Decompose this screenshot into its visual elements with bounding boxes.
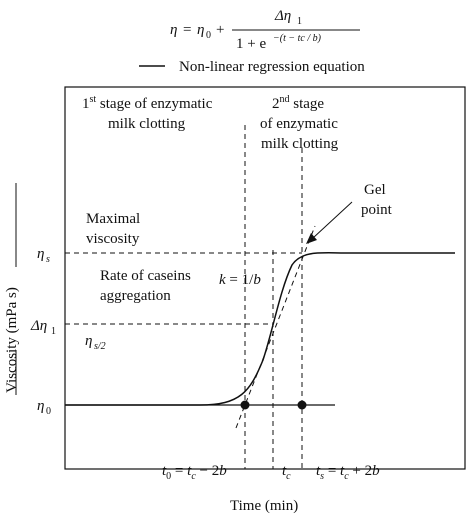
equation-denominator: 1 + e	[236, 36, 266, 52]
equation-numerator: Δη	[274, 8, 291, 24]
x-axis: t0 = tc − 2b tc ts = tc + 2b Time (min)	[162, 463, 380, 514]
stage1-subtitle: milk clotting	[108, 116, 186, 132]
svg-text:1st stage of enzymatic: 1st stage of enzymatic	[82, 94, 213, 112]
stage2-label: 2nd stage of enzymatic milk clotting	[260, 94, 339, 152]
stage1-label: 1st stage of enzymatic milk clotting	[82, 94, 213, 132]
maximal-viscosity-line2: viscosity	[86, 231, 140, 247]
rate-line1: Rate of caseins	[100, 268, 191, 284]
gel-point-label: Gel point	[361, 182, 393, 218]
viscosity-curve	[65, 252, 455, 406]
svg-text:2nd stage: 2nd stage	[272, 94, 324, 112]
stage1-number: 1	[82, 96, 90, 112]
ts-point	[297, 400, 307, 410]
plot-frame	[64, 86, 466, 470]
eta-s-sub: s	[46, 254, 50, 265]
delta-eta1-sub: 1	[51, 326, 56, 337]
maximal-viscosity-line1: Maximal	[86, 211, 140, 227]
equation-numerator-sub: 1	[297, 16, 302, 27]
slope-label: k = 1/b	[219, 272, 261, 288]
reference-lines	[65, 125, 316, 469]
stage2-line3: milk clotting	[261, 136, 339, 152]
gel-point-arrow-line	[312, 201, 353, 239]
gel-point-arrow-head	[306, 233, 317, 244]
equation-lhs: η	[170, 22, 177, 38]
stage2-superscript: nd	[280, 94, 290, 105]
rate-label: Rate of caseins aggregation	[100, 268, 191, 304]
maximal-viscosity-label: Maximal viscosity	[86, 211, 140, 247]
ts-label: ts = tc + 2b	[316, 463, 380, 482]
eta0-label: η	[37, 398, 44, 414]
eta0-sub: 0	[46, 406, 51, 417]
delta-eta1-label: Δη	[30, 318, 47, 334]
equation-exponent: −(t − tc / b)	[273, 33, 322, 44]
gel-point-arrow	[306, 201, 353, 244]
eta-s2-label: η	[85, 333, 92, 349]
regression-equation: η = η 0 + Δη 1 1 + e −(t − tc / b)	[170, 8, 360, 52]
eta-s2-sub: s/2	[94, 341, 106, 352]
equation-eta0-sub: 0	[206, 30, 211, 41]
stage1-superscript: st	[90, 94, 97, 105]
equation-eta0: η	[197, 22, 204, 38]
y-axis: Viscosity (mPa s) η s Δη 1 η s/2 η 0	[4, 183, 106, 417]
rate-line2: aggregation	[100, 288, 171, 304]
slope-tangent-line	[235, 225, 316, 429]
equation-plus: +	[216, 22, 224, 38]
stage2-line2: of enzymatic	[260, 116, 338, 132]
x-axis-label: Time (min)	[230, 498, 298, 514]
t0-point	[240, 400, 250, 410]
legend: Non-linear regression equation	[139, 59, 365, 75]
gel-point-line2: point	[361, 202, 393, 218]
stage2-number: 2	[272, 96, 280, 112]
stage2-title: stage	[290, 96, 325, 112]
t0-label: t0 = tc − 2b	[162, 463, 227, 482]
stage1-title: stage of enzymatic	[96, 96, 213, 112]
equation-equals: =	[183, 22, 191, 38]
tc-label: tc	[282, 463, 291, 482]
gel-point-line1: Gel	[364, 182, 386, 198]
y-axis-label: Viscosity (mPa s)	[4, 287, 20, 393]
legend-label: Non-linear regression equation	[179, 59, 365, 75]
eta-s-label: η	[37, 246, 44, 262]
